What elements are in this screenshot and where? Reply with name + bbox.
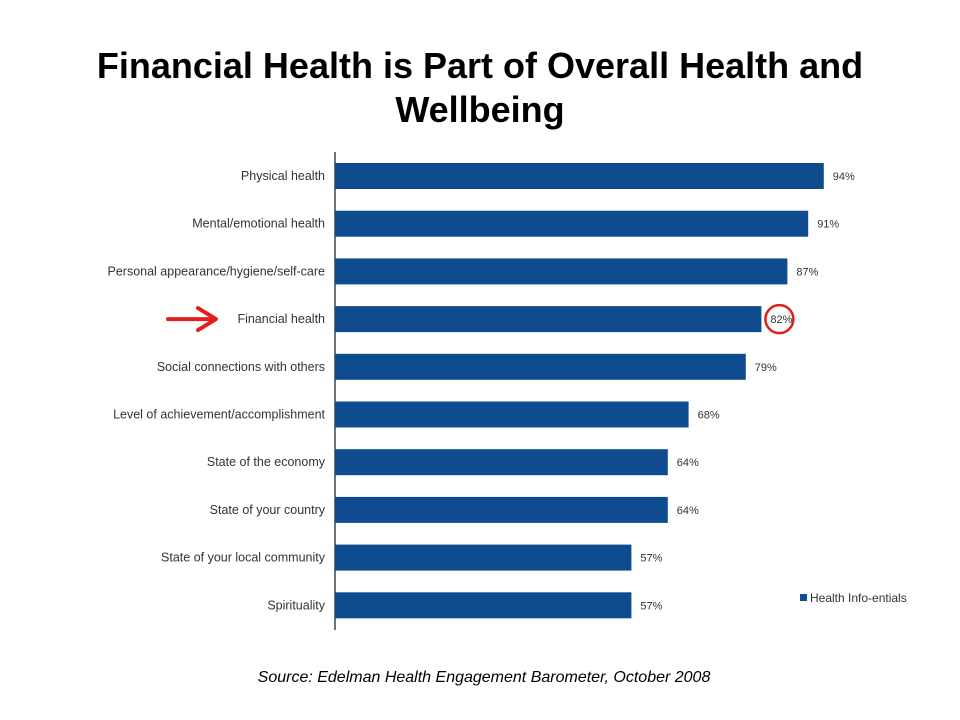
- category-label-4: Social connections with others: [157, 360, 325, 374]
- value-label-0: 94%: [833, 171, 855, 183]
- source-note: Source: Edelman Health Engagement Barome…: [257, 669, 711, 686]
- value-label-6: 64%: [677, 457, 699, 469]
- category-label-2: Personal appearance/hygiene/self-care: [108, 264, 326, 278]
- value-label-3: 82%: [770, 314, 792, 326]
- highlight-arrow-head: [196, 306, 218, 333]
- value-label-8: 57%: [640, 553, 662, 565]
- value-label-7: 64%: [677, 505, 699, 517]
- category-label-6: State of the economy: [207, 455, 326, 469]
- value-label-9: 57%: [640, 600, 662, 612]
- bar-0: [335, 163, 824, 189]
- category-label-8: State of your local community: [161, 551, 326, 565]
- bar-2: [335, 258, 788, 285]
- legend-swatch: [800, 594, 807, 601]
- category-label-0: Physical health: [241, 169, 325, 183]
- category-label-3: Financial health: [237, 312, 325, 326]
- bar-3: [335, 306, 762, 333]
- category-label-7: State of your country: [210, 503, 326, 517]
- category-label-1: Mental/emotional health: [192, 217, 325, 231]
- slide-title: Financial Health is Part of Overall Heal…: [96, 45, 864, 130]
- value-label-2: 87%: [796, 266, 818, 278]
- legend-label: Health Info-entials: [810, 591, 907, 605]
- bar-1: [335, 210, 809, 237]
- value-label-4: 79%: [755, 362, 777, 374]
- bar-6: [335, 449, 668, 476]
- value-label-5: 68%: [698, 410, 720, 422]
- bar-7: [335, 496, 668, 523]
- bar-4: [335, 353, 746, 380]
- bar-8: [335, 544, 632, 571]
- bar-5: [335, 401, 689, 428]
- highlight-circle: [764, 303, 795, 335]
- value-label-1: 91%: [817, 219, 839, 231]
- category-label-5: Level of achievement/accomplishment: [113, 408, 325, 422]
- bar-9: [335, 592, 632, 619]
- category-label-9: Spirituality: [267, 598, 325, 612]
